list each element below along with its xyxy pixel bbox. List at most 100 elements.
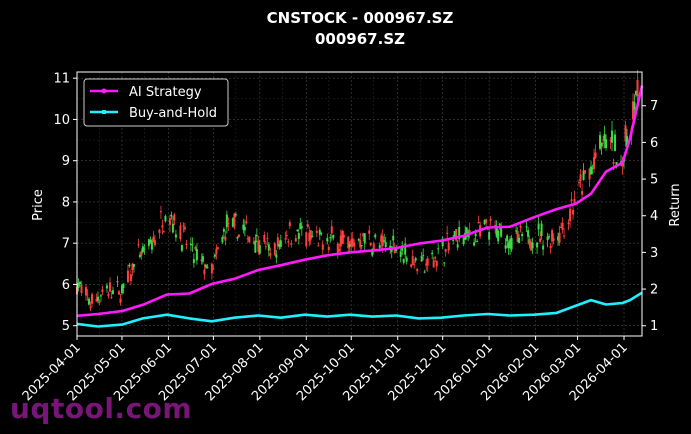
candle-body	[609, 139, 612, 141]
ai-strategy-line	[76, 85, 644, 318]
candle-body	[485, 219, 488, 223]
candle-body	[458, 227, 461, 240]
candle-body	[443, 262, 446, 264]
candle-body	[506, 235, 509, 242]
legend-label-buy-and-hold: Buy-and-Hold	[129, 106, 217, 121]
candle-body	[116, 281, 119, 283]
candle-body	[516, 230, 519, 242]
candle-body	[246, 238, 249, 240]
y2-axis-label: Return	[668, 183, 683, 226]
candle-body	[456, 244, 459, 248]
candle-body	[561, 222, 564, 230]
candle-body	[78, 281, 81, 285]
candle-body	[129, 274, 132, 281]
candle-body	[255, 235, 258, 237]
candle-body	[567, 222, 570, 225]
candle-body	[404, 243, 407, 255]
candle-body	[341, 230, 344, 244]
candle-body	[558, 232, 561, 243]
candle-body	[99, 295, 102, 297]
candle-body	[221, 237, 224, 243]
candle-body	[236, 237, 239, 239]
candle-body	[86, 294, 89, 296]
candle-body	[563, 235, 566, 237]
candle-body	[138, 254, 141, 258]
candle-body	[305, 232, 308, 247]
candle-body	[441, 238, 444, 247]
candle-body	[636, 79, 639, 97]
candle-body	[393, 247, 396, 254]
candle-body	[213, 254, 216, 257]
candle-body	[329, 237, 332, 239]
candle-body	[521, 233, 524, 237]
candle-body	[500, 225, 503, 237]
candle-body	[252, 241, 255, 244]
candle-body	[425, 263, 428, 266]
y-tick-label: 5	[62, 319, 70, 334]
candle-body	[192, 259, 195, 263]
candle-body	[369, 242, 372, 246]
candle-body	[519, 225, 522, 228]
candle-body	[131, 263, 134, 270]
candle-body	[317, 245, 320, 247]
candle-body	[258, 245, 261, 254]
candle-body	[150, 242, 153, 250]
candle-body	[465, 227, 468, 233]
y-axis-label: Price	[31, 189, 46, 221]
candle-body	[195, 249, 198, 261]
candle-body	[159, 211, 162, 213]
candle-body	[189, 243, 192, 246]
candle-body	[204, 264, 207, 268]
candle-body	[411, 256, 414, 265]
candle-body	[279, 240, 282, 247]
candle-body	[432, 260, 435, 268]
candle-body	[201, 256, 204, 262]
y2-tick-label: 6	[650, 136, 658, 151]
candle-body	[206, 266, 209, 269]
y-tick-label: 11	[53, 72, 70, 87]
candle-body	[483, 219, 486, 225]
candle-body	[128, 264, 131, 267]
candle-body	[635, 90, 638, 95]
chart-subtitle: 000967.SZ	[315, 30, 405, 48]
candle-body	[437, 248, 440, 250]
candle-body	[560, 226, 563, 228]
candle-body	[242, 224, 245, 230]
candle-body	[569, 208, 572, 222]
candle-body	[101, 289, 104, 293]
candle-body	[381, 236, 384, 247]
candle-body	[612, 162, 615, 164]
candle-body	[147, 239, 150, 246]
candle-body	[285, 235, 288, 237]
candle-body	[504, 245, 507, 249]
candle-body	[87, 298, 90, 305]
candle-body	[111, 290, 114, 294]
return-lines-layer	[76, 85, 644, 328]
candle-body	[263, 234, 266, 243]
candle-body	[96, 296, 99, 301]
candle-body	[119, 298, 122, 303]
y-tick-label: 9	[62, 154, 70, 169]
candle-body	[216, 247, 219, 250]
candle-body	[626, 136, 629, 148]
y-tick-label: 8	[62, 195, 70, 210]
candle-body	[297, 232, 300, 240]
candle-body	[611, 130, 614, 143]
candle-body	[264, 246, 267, 248]
candle-body	[222, 228, 225, 232]
candle-body	[518, 237, 521, 244]
candle-body	[203, 269, 206, 275]
legend-frame	[83, 78, 229, 127]
candle-body	[374, 234, 377, 238]
candle-body	[410, 264, 413, 267]
candle-body	[615, 161, 618, 165]
candle-body	[572, 209, 575, 215]
candle-body	[468, 229, 471, 233]
candle-body	[180, 245, 183, 251]
candle-body	[474, 233, 477, 237]
candle-body	[531, 242, 534, 249]
candle-body	[164, 216, 167, 222]
buy-and-hold-line	[76, 291, 643, 328]
candle-body	[266, 238, 269, 240]
candle-body	[552, 238, 555, 241]
